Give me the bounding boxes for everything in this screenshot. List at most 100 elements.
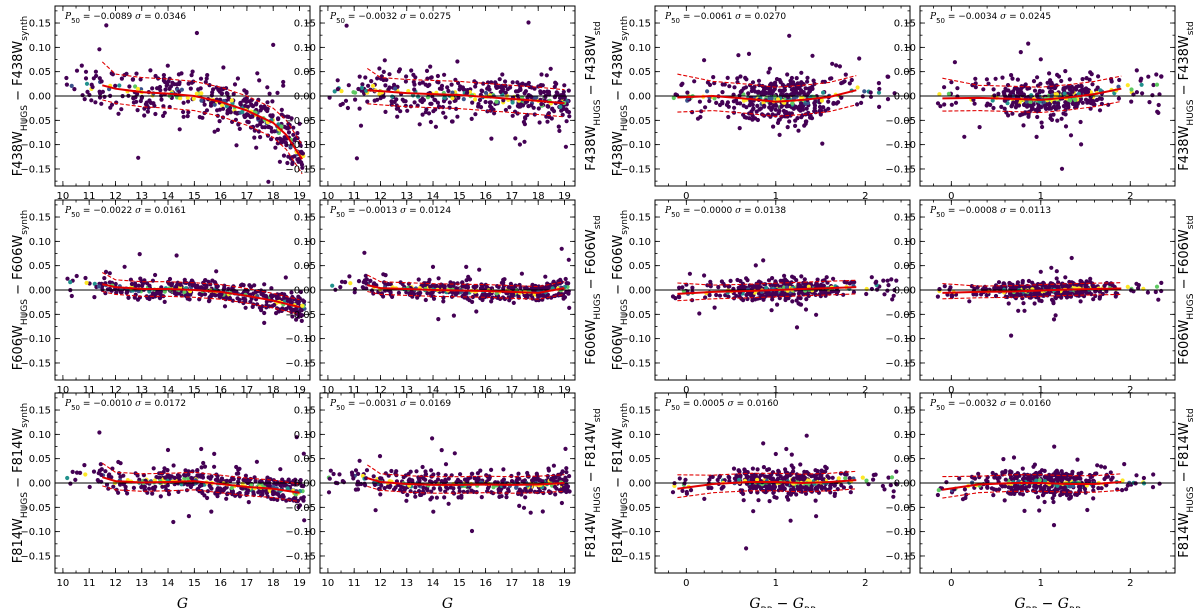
scatter-point (269, 129, 274, 134)
scatter-point (1076, 293, 1081, 298)
scatter-point (240, 109, 245, 114)
scatter-point (852, 280, 857, 285)
scatter-point (708, 279, 713, 284)
scatter-point (74, 470, 80, 475)
scatter-point (761, 258, 766, 263)
scatter-point (204, 76, 209, 81)
scatter-point (265, 85, 270, 90)
scatter-point (1012, 285, 1018, 290)
scatter-point (206, 279, 211, 284)
scatter-point (343, 98, 349, 103)
x-tick-label: 12 (109, 385, 122, 396)
scatter-point (720, 99, 725, 105)
scatter-point (818, 284, 823, 289)
scatter-point (551, 279, 556, 284)
scatter-point (539, 101, 544, 107)
scatter-point (502, 296, 507, 302)
scatter-point (734, 293, 739, 298)
scatter-point (281, 79, 286, 85)
scatter-point (799, 115, 804, 120)
y-tick-label: −0.10 (885, 140, 916, 151)
scatter-point (64, 82, 69, 87)
scatter-point (221, 65, 226, 70)
scatter-point (423, 297, 428, 303)
scatter-point (161, 104, 166, 109)
scatter-point (766, 91, 772, 96)
scatter-point (242, 97, 247, 102)
scatter-point (777, 88, 782, 93)
scatter-point (162, 289, 167, 294)
scatter-point (821, 90, 826, 95)
scatter-point (1051, 301, 1056, 306)
scatter-point (357, 74, 362, 79)
scatter-point (488, 104, 493, 109)
scatter-point (291, 478, 296, 484)
scatter-point (122, 264, 127, 269)
scatter-point (439, 448, 444, 453)
panel-r1-c3: −0.15 −0.10 −0.05 0.00 0.05 0.10 0.15 0 1 2 P50 = … (620, 5, 911, 202)
scatter-point (327, 95, 332, 100)
scatter-point (136, 155, 141, 160)
scatter-point (732, 105, 737, 110)
scatter-point (519, 271, 525, 276)
scatter-point (680, 81, 685, 86)
scatter-point (1035, 114, 1040, 120)
scatter-point (174, 253, 179, 258)
scatter-point (130, 77, 136, 82)
scatter-point (433, 124, 438, 129)
y-tick-label: −0.15 (20, 551, 51, 562)
scatter-point (69, 83, 74, 88)
scatter-point (799, 101, 804, 106)
scatter-point (703, 295, 708, 300)
scatter-point (364, 88, 369, 93)
scatter-point (157, 296, 163, 301)
scatter-point (415, 295, 420, 300)
scatter-point (186, 81, 191, 86)
scatter-point (483, 90, 489, 96)
scatter-point (188, 86, 193, 91)
scatter-point (263, 106, 268, 111)
scatter-point (826, 99, 831, 104)
scatter-point (370, 83, 376, 88)
scatter-point (363, 75, 368, 80)
scatter-point (1080, 89, 1085, 94)
scatter-point (287, 297, 292, 302)
scatter-point (842, 79, 847, 84)
scatter-point (1029, 107, 1035, 112)
scatter-point (810, 53, 815, 58)
scatter-point (1049, 117, 1055, 122)
y-tick-label: −0.15 (885, 358, 916, 369)
scatter-point (276, 309, 281, 314)
scatter-point (162, 299, 167, 304)
scatter-point (448, 284, 453, 289)
x-tick-label: 17 (506, 385, 519, 396)
x-tick-label: 19 (558, 385, 571, 396)
scatter-point (246, 120, 251, 125)
scatter-point (139, 485, 144, 490)
x-tick-label: 19 (293, 578, 306, 589)
scatter-point (942, 85, 947, 90)
scatter-point (677, 295, 682, 300)
scatter-point (188, 281, 193, 286)
scatter-point (1054, 276, 1059, 281)
scatter-point (799, 290, 804, 295)
scatter-point (1154, 82, 1160, 87)
scatter-point (562, 83, 567, 88)
scatter-point (212, 464, 217, 469)
scatter-point (877, 104, 882, 109)
scatter-point (973, 85, 978, 90)
scatter-point (1036, 104, 1041, 110)
scatter-point (1054, 92, 1059, 97)
scatter-point (119, 76, 124, 81)
scatter-point (145, 295, 150, 301)
scatter-point (1134, 68, 1139, 73)
x-tick-label: 17 (241, 578, 254, 589)
scatter-point (1025, 86, 1030, 91)
scatter-point (113, 281, 118, 287)
scatter-point (784, 110, 789, 115)
scatter-point (942, 102, 947, 107)
scatter-point (1011, 100, 1016, 105)
scatter-point (362, 278, 367, 283)
scatter-point (1079, 142, 1084, 147)
scatter-point (366, 83, 371, 88)
